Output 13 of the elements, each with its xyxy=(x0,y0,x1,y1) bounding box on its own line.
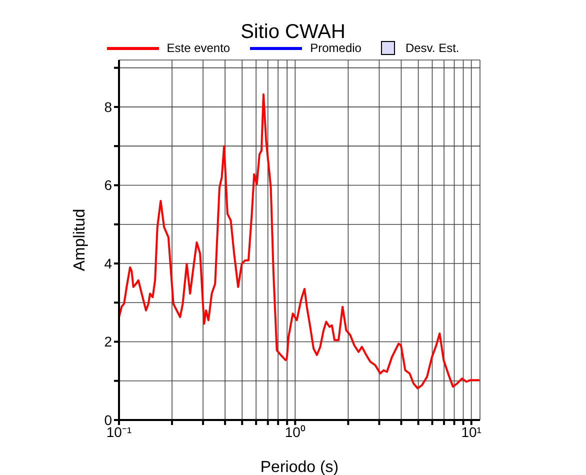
x-axis-title: Periodo (s) xyxy=(260,459,339,475)
chart-title: Sitio CWAH xyxy=(240,21,346,43)
x-tick-label: 10⁰ xyxy=(284,424,306,440)
y-tick-label: 6 xyxy=(104,177,112,194)
y-tick-label: 4 xyxy=(104,255,112,272)
legend-label: Este evento xyxy=(166,41,230,55)
y-tick-label: 0 xyxy=(104,412,112,428)
y-tick-label: 2 xyxy=(104,334,112,350)
legend-label: Desv. Est. xyxy=(405,41,460,55)
y-tick-label: 8 xyxy=(104,98,112,115)
legend-label: Promedio xyxy=(310,41,362,55)
x-tick-label: 10¹ xyxy=(461,424,482,440)
y-axis-title: Amplitud xyxy=(72,208,89,272)
